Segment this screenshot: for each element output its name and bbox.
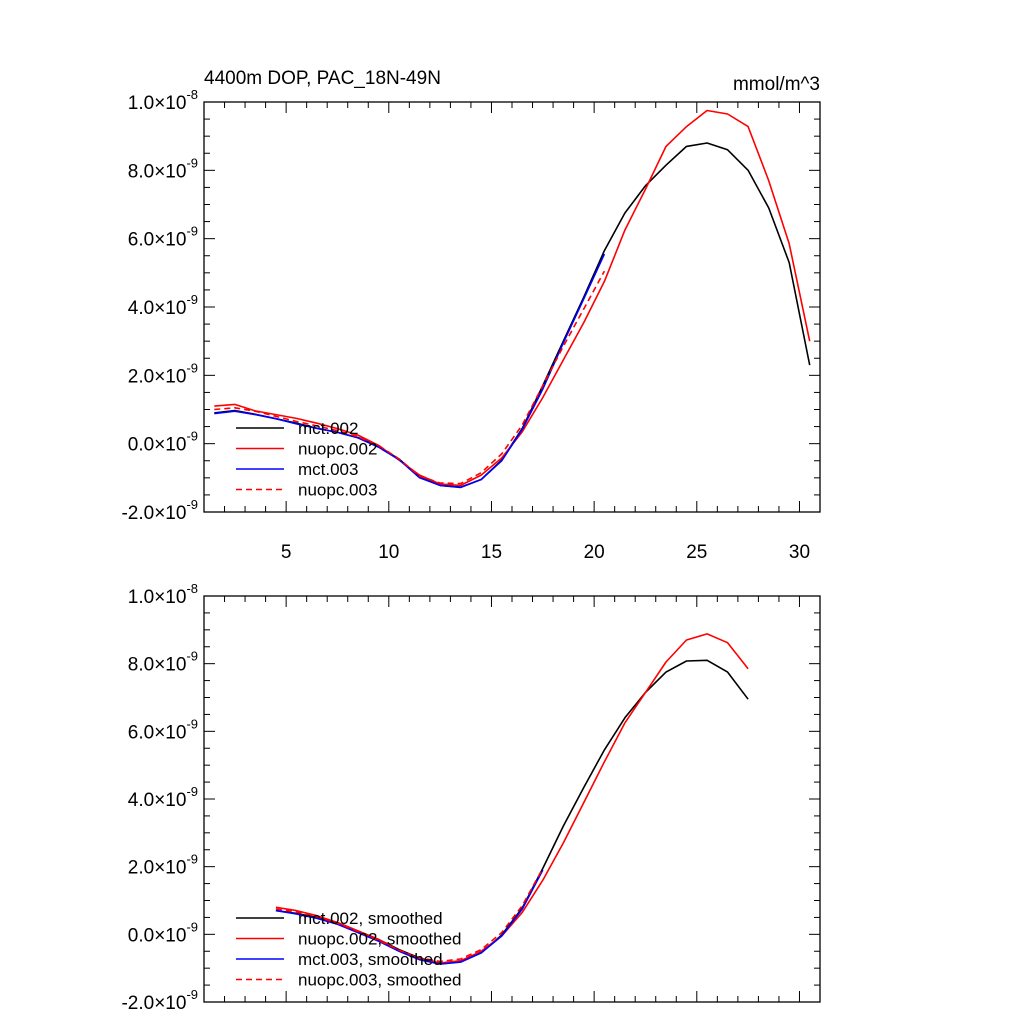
legend-label: mct.003: [298, 460, 358, 479]
legend-label: mct.002: [298, 419, 358, 438]
y-tick-label: 4.0×10-9: [128, 292, 198, 319]
x-tick-label: 15: [481, 542, 502, 563]
series-line-2: [275, 869, 544, 965]
legend-label: nuopc.002, smoothed: [298, 930, 462, 949]
x-tick-label: 30: [789, 542, 810, 563]
legend-label: nuopc.003: [298, 481, 377, 500]
y-tick-label: -2.0×10-9: [121, 497, 198, 524]
x-tick-label: 20: [584, 542, 605, 563]
y-tick-label: 2.0×10-9: [128, 360, 198, 387]
plot-frame: [203, 595, 821, 1003]
legend-label: nuopc.003, smoothed: [298, 971, 462, 990]
y-tick-label: -2.0×10-9: [121, 987, 198, 1014]
y-tick-label: 1.0×10-8: [128, 581, 198, 608]
chart-title: 4400m DOP, PAC_18N-49N: [204, 68, 441, 89]
y-tick-label: 8.0×10-9: [128, 155, 198, 182]
units-label: mmol/m^3: [733, 74, 820, 95]
y-tick-label: 4.0×10-9: [128, 784, 198, 811]
y-tick-label: 6.0×10-9: [128, 716, 198, 743]
x-tick-label: 5: [281, 542, 292, 563]
legend-label: mct.003, smoothed: [298, 950, 443, 969]
series-line-2: [214, 253, 606, 488]
legend-label: nuopc.002: [298, 440, 377, 459]
series-line-3: [275, 868, 544, 963]
x-tick-label: 25: [686, 542, 707, 563]
y-tick-label: 0.0×10-9: [128, 429, 198, 456]
top-panel: 5 10 15 20 25 30 -2.0×10-9 0.0×10-9 2.0×10-9 4.0×…: [121, 68, 821, 563]
x-tick-label: 10: [378, 542, 399, 563]
y-tick-label: 8.0×10-9: [128, 649, 198, 676]
legend-label: mct.002, smoothed: [298, 909, 443, 928]
y-tick-label: 1.0×10-8: [128, 87, 198, 114]
y-tick-label: 2.0×10-9: [128, 852, 198, 879]
y-tick-label: 6.0×10-9: [128, 224, 198, 251]
plot-frame: [203, 101, 821, 513]
bottom-panel: -2.0×10-9 0.0×10-9 2.0×10-9 4.0×10-9 6.0×10-…: [121, 581, 821, 1014]
y-tick-label: 0.0×10-9: [128, 919, 198, 946]
